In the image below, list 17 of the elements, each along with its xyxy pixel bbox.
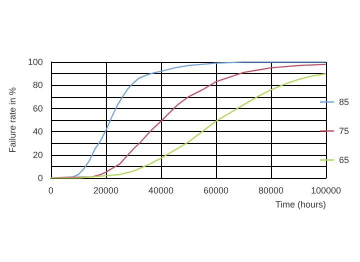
y-tick-label: 60 (32, 103, 43, 114)
x-axis-title: Time (hours) (275, 200, 326, 210)
x-tick-label: 100000 (310, 186, 342, 196)
x-tick-label: 40000 (148, 186, 174, 196)
legend-label: 75 (338, 126, 350, 136)
y-tick-label: 40 (32, 126, 43, 137)
legend-label: 85 (338, 97, 350, 107)
x-tick-label: 80000 (258, 186, 284, 196)
y-tick-label: 0 (38, 173, 43, 183)
x-tick-label: 60000 (203, 186, 228, 196)
y-tick-label: 20 (32, 150, 43, 160)
y-axis-title: Failure rate in % (8, 87, 18, 153)
y-tick-label: 80 (32, 80, 43, 90)
legend-label: 65 (338, 155, 350, 165)
y-tick-label: 100 (28, 57, 43, 67)
x-tick-label: 20000 (93, 186, 118, 196)
x-tick-label: 0 (48, 186, 54, 196)
